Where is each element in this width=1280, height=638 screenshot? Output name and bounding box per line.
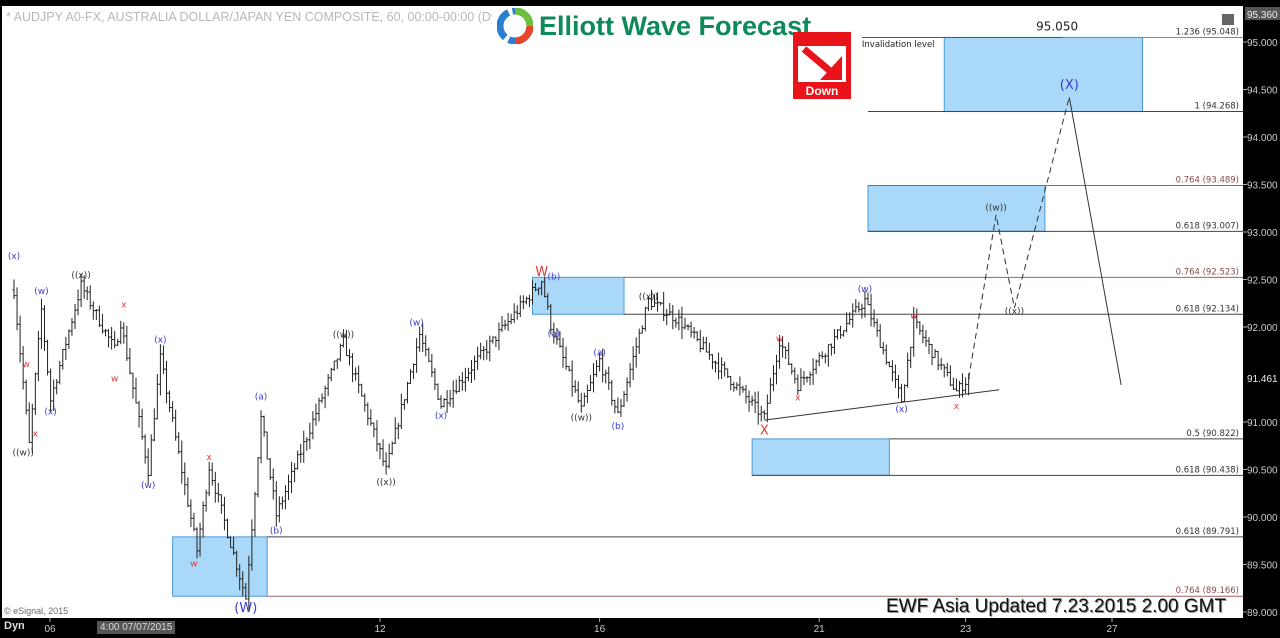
invalidation-value: 95.050 (1036, 20, 1078, 34)
y-tick-label: 95.000 (1247, 38, 1278, 49)
logo-swirl-icon (497, 8, 533, 44)
y-tick-label: 92.000 (1247, 323, 1278, 334)
fib-label: 0.618 (92.134) (1176, 304, 1239, 314)
wave-label: (W) (234, 601, 257, 616)
y-tick-label: 94.000 (1247, 133, 1278, 144)
copyright: © eSignal, 2015 (4, 606, 69, 616)
y-tick-label: 94.500 (1247, 86, 1278, 97)
wave-label: W (535, 265, 548, 280)
wave-label: (X) (1060, 78, 1079, 93)
wave-label: (a) (255, 392, 268, 402)
target-box (867, 185, 1046, 232)
y-tick-label: 90.000 (1247, 513, 1278, 524)
wave-label: ((w)) (12, 448, 33, 458)
y-tick-label: 89.500 (1247, 561, 1278, 572)
wave-label: ((x)) (639, 293, 658, 303)
wave-label: (x) (895, 405, 907, 415)
target-box (532, 276, 625, 315)
target-box (751, 438, 890, 476)
chart-title: * AUDJPY A0-FX, AUSTRALIA DOLLAR/JAPAN Y… (6, 10, 498, 24)
x-tick-label: 23 (960, 624, 972, 635)
y-tick-label: 92.500 (1247, 276, 1278, 287)
wave-label: w (776, 334, 783, 344)
down-label: Down (805, 84, 839, 98)
wave-label: (b) (270, 526, 283, 536)
wave-label: X (760, 424, 769, 439)
fib-label: 1 (94.268) (1195, 102, 1239, 112)
y-tick-label: 93.500 (1247, 181, 1278, 192)
wave-labels: (x)(w)((x))wx(x)((w))xw(x)(w)xw(a)(b)(W)… (8, 78, 1079, 616)
cursor-date: 4:00 07/07/2015 (97, 621, 176, 634)
fib-label: 1.236 (95.048) (1176, 27, 1239, 37)
dyn-button[interactable]: Dyn (4, 620, 25, 632)
wave-label: (a) (548, 330, 561, 340)
fib-label: 0.764 (92.523) (1176, 267, 1239, 277)
projection-dashed (968, 96, 1070, 379)
price-tag-label: 95.360 (1247, 10, 1278, 21)
wave-label: (x) (44, 408, 56, 418)
wave-label: ((x)) (1005, 307, 1024, 317)
wave-label: x (33, 429, 39, 439)
wave-label: (w) (409, 318, 423, 328)
wave-label: w (23, 360, 30, 370)
wave-label: (x) (8, 252, 20, 262)
wave-label: (b) (547, 273, 560, 283)
price-tag (1245, 371, 1280, 385)
fib-label: 0.618 (93.007) (1176, 221, 1239, 231)
x-tick-label: 06 (44, 624, 56, 635)
wave-label: w (910, 312, 917, 322)
fib-label: 0.618 (90.438) (1176, 465, 1239, 475)
wave-label: (w) (34, 287, 48, 297)
x-tick-label: 16 (594, 624, 606, 635)
y-tick-label: 91.000 (1247, 418, 1278, 429)
restore-window-icon[interactable] (1222, 14, 1234, 25)
wave-label: x (795, 393, 801, 403)
wave-label: (x) (154, 335, 166, 345)
x-tick-label: 12 (374, 624, 386, 635)
price-axis: 95.000 94.500 94.000 93.500 93.000 92.500 92.0… (1243, 7, 1280, 619)
wave-label: ((w)) (333, 331, 354, 341)
fib-label: 0.764 (93.489) (1176, 176, 1239, 186)
wave-label: x (207, 453, 213, 463)
wave-label: ((w)) (571, 413, 592, 423)
fib-levels: 1.236 (95.048) 1 (94.268) 0.764 (93.489) 0.… (267, 20, 1243, 597)
wave-label: ((x)) (376, 478, 395, 488)
trend-line (764, 389, 1000, 421)
ewf-logo: Elliott Wave Forecast (492, 6, 816, 46)
y-tick-label: 90.500 (1247, 466, 1278, 477)
wave-label: ((w)) (985, 203, 1006, 213)
fib-label: 0.618 (89.791) (1176, 527, 1239, 537)
price-bars (12, 273, 971, 611)
wave-label: (x) (435, 411, 447, 421)
price-tag-label: 91.461 (1247, 374, 1278, 385)
invalidation-label: Invalidation level (862, 40, 935, 50)
wave-label: w (111, 374, 118, 384)
wave-label: (b) (612, 422, 625, 432)
fib-label: 0.764 (89.166) (1176, 586, 1239, 596)
updated-text: EWF Asia Updated 7.23.2015 2.00 GMT (886, 596, 1227, 617)
y-tick-label: 89.000 (1247, 608, 1278, 619)
target-box (943, 36, 1143, 113)
logo-text: Elliott Wave Forecast (539, 10, 812, 41)
wave-label: (w) (858, 285, 872, 295)
projection-solid (1068, 97, 1122, 386)
fib-label: 0.5 (90.822) (1186, 429, 1239, 439)
x-tick-label: 27 (1106, 624, 1118, 635)
wave-label: (a) (593, 349, 606, 359)
wave-label: x (954, 402, 960, 412)
wave-label: ((x)) (71, 271, 90, 281)
x-tick-label: 21 (814, 624, 826, 635)
wave-label: w (190, 560, 197, 570)
projection-path (764, 96, 1122, 421)
wave-label: x (121, 300, 127, 310)
down-badge: Down (793, 32, 851, 99)
arrow-down-right-icon (801, 46, 842, 80)
y-tick-label: 93.000 (1247, 228, 1278, 239)
target-box (172, 536, 268, 597)
wave-label: (w) (141, 481, 155, 491)
time-axis: 06 12 16 21 23 27 (44, 618, 1118, 635)
price-tag (1245, 7, 1280, 20)
